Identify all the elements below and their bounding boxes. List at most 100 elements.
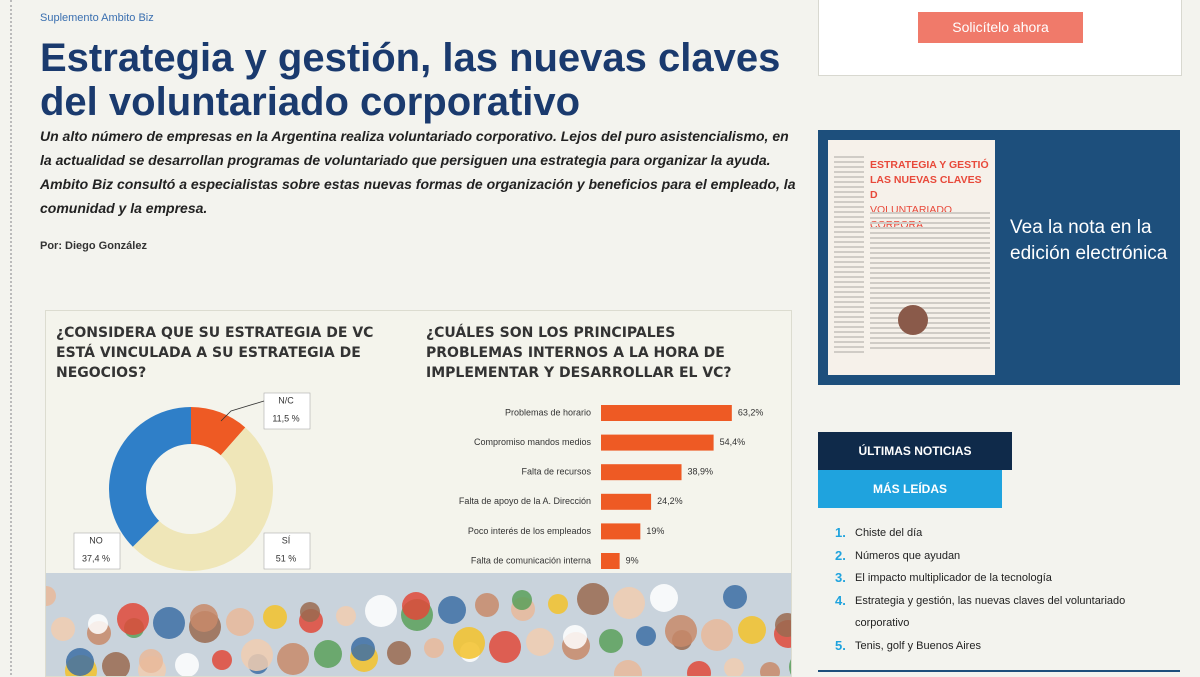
item-title[interactable]: Chiste del día xyxy=(855,527,923,539)
photo-figure xyxy=(190,604,218,632)
most-read-list: 1. Chiste del día 2. Números que ayudan 3. El… xyxy=(835,522,1165,657)
list-item[interactable]: 3. El impacto multiplicador de la tecnolo… xyxy=(835,567,1165,590)
list-item[interactable]: 1. Chiste del día xyxy=(835,522,1165,545)
bar xyxy=(601,464,682,481)
photo-figure xyxy=(614,660,642,676)
photo-figure xyxy=(139,649,163,673)
photo-figure xyxy=(475,593,499,617)
photo-figure xyxy=(351,637,375,661)
thumb-column xyxy=(834,156,864,356)
slice-value: 51 % xyxy=(276,553,297,563)
tab[interactable]: ÚLTIMAS NOTICIAS xyxy=(818,432,1012,470)
photo-figure xyxy=(277,643,309,675)
bar-label: Problemas de horario xyxy=(505,407,591,417)
thumb-line: ESTRATEGIA Y GESTIÓ xyxy=(870,159,989,171)
photo-figure xyxy=(300,602,320,622)
callout-line xyxy=(220,400,265,422)
donut-slice xyxy=(109,407,191,547)
section-label[interactable]: Suplemento Ambito Biz xyxy=(40,12,154,24)
donut-slice xyxy=(132,427,273,571)
photo-figure xyxy=(46,586,56,606)
list-item[interactable]: 5. Tenis, golf y Buenos Aires xyxy=(835,635,1165,658)
column-rule xyxy=(10,0,12,675)
bar xyxy=(601,434,714,451)
photo-figure xyxy=(636,626,656,646)
slice-label: NO xyxy=(89,535,103,545)
bar xyxy=(601,553,620,569)
rank: 5. xyxy=(835,637,846,653)
photo-figure xyxy=(51,617,75,641)
thumb-line: LAS NUEVAS CLAVES D xyxy=(870,174,982,201)
bar-label: Falta de recursos xyxy=(521,467,591,477)
photo-figure xyxy=(650,584,678,612)
photo-figure xyxy=(613,587,645,619)
photo-figure xyxy=(548,594,568,614)
slice-label: SÍ xyxy=(282,535,291,545)
photo-figure xyxy=(153,607,185,639)
photo-figure xyxy=(424,638,444,658)
photo-figure xyxy=(336,606,356,626)
photo-figure xyxy=(526,628,554,656)
photo-figure xyxy=(387,641,411,665)
photo-figure xyxy=(724,658,744,676)
bar-label: Poco interés de los empleados xyxy=(468,526,592,536)
photo-figure xyxy=(687,661,711,676)
item-title[interactable]: Estrategia y gestión, las nuevas claves … xyxy=(855,594,1126,630)
list-item[interactable]: 2. Números que ayudan xyxy=(835,545,1165,568)
photo-figure xyxy=(577,583,609,615)
bar xyxy=(601,405,732,421)
photo-figure xyxy=(66,648,94,676)
callout-box xyxy=(73,532,121,570)
slice-value: 11,5 % xyxy=(272,413,299,423)
rank: 3. xyxy=(835,570,846,585)
byline: Por: Diego González xyxy=(40,240,147,252)
donut-slice xyxy=(191,407,246,456)
photo-figure xyxy=(738,616,766,644)
article-title: Estrategia y gestión, las nuevas claves … xyxy=(40,36,781,124)
photo-figure xyxy=(563,625,587,649)
bar-label: Falta de apoyo de la A. Dirección xyxy=(459,496,591,506)
bars-title: ¿CUÁLES SON LOS PRINCIPALES PROBLEMAS IN… xyxy=(426,325,732,381)
thumb-body xyxy=(870,212,990,352)
rank: 4. xyxy=(835,592,846,608)
photo-figure xyxy=(365,595,397,627)
bar-value: 63,2% xyxy=(738,407,764,417)
bar xyxy=(601,523,641,540)
photo-figure xyxy=(263,605,287,629)
photo-figure xyxy=(175,653,199,676)
item-title[interactable]: Tenis, golf y Buenos Aires xyxy=(855,639,981,652)
bar-value: 9% xyxy=(626,555,639,565)
bar-label: Compromiso mandos medios xyxy=(474,437,592,447)
bar xyxy=(601,493,652,510)
bar-label: Falta de comunicación interna xyxy=(471,555,591,565)
item-title[interactable]: El impacto multiplicador de la tecnologí… xyxy=(855,572,1052,584)
photo-figure xyxy=(314,640,342,668)
photo-figure xyxy=(212,650,232,670)
list-item[interactable]: 4. Estrategia y gestión, las nuevas clave… xyxy=(835,590,1165,635)
edition-thumbnail[interactable]: ESTRATEGIA Y GESTIÓ LAS NUEVAS CLAVES D … xyxy=(828,140,995,375)
article-lead: Un alto número de empresas en la Argenti… xyxy=(40,128,796,216)
photo-figure xyxy=(453,627,485,659)
edition-text[interactable]: Vea la nota en la edición electrónica xyxy=(1010,217,1168,264)
bar-value: 24,2% xyxy=(657,496,683,506)
subscribe-button[interactable]: Solicítelo ahora xyxy=(918,12,1083,43)
bar-value: 54,4% xyxy=(720,437,746,447)
photo-figure xyxy=(760,662,780,676)
photo-figure xyxy=(789,659,791,675)
list-rule xyxy=(818,670,1180,672)
infographic-chart: N/C 11,5 % SÍ 51 % NO 37,4 % Problemas de hora… xyxy=(46,392,791,676)
photo-figure xyxy=(599,629,623,653)
photo-figure xyxy=(489,631,521,663)
thumb-photo xyxy=(898,305,928,335)
callout-box xyxy=(263,392,311,430)
item-title[interactable]: Números que ayudan xyxy=(855,549,961,562)
photo-figure xyxy=(775,613,791,637)
photo-figure xyxy=(241,639,273,671)
tab[interactable]: MÁS LEÍDAS xyxy=(818,470,1002,508)
photo-figure xyxy=(512,590,532,610)
infographic: ¿CONSIDERA QUE SU ESTRATEGIA DE VC ESTÁ … xyxy=(45,310,792,677)
photo-figure xyxy=(226,608,254,636)
photo-figure xyxy=(438,596,466,624)
rank: 2. xyxy=(835,547,846,563)
